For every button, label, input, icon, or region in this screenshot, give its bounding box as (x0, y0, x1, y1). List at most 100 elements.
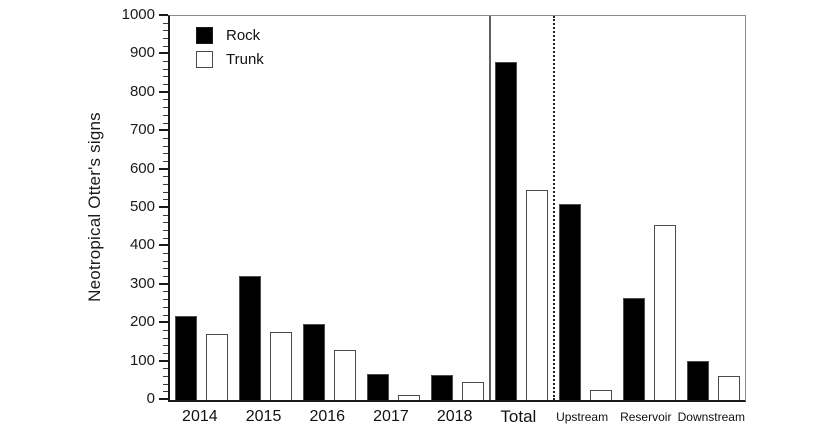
x-labels: 2014 2015 2016 2017 2018 Total Upstream Reservo… (168, 404, 745, 430)
bar-rock-2015 (239, 276, 262, 400)
y-tick-minor (163, 22, 168, 24)
legend-label-rock: Rock (226, 27, 261, 44)
separator-dotted (553, 16, 556, 400)
bar-rock-downstream (686, 360, 709, 400)
bar-trunk-upstream (589, 390, 612, 400)
bar-group-2014 (170, 16, 234, 400)
y-tick-minor (163, 137, 168, 139)
y-tick-major (159, 321, 168, 324)
bar-group-downstream (681, 16, 745, 400)
y-tick-minor (163, 76, 168, 78)
bar-group-2017 (362, 16, 426, 400)
y-tick-minor (163, 253, 168, 255)
bar-rock-upstream (558, 204, 581, 400)
y-tick-label: 700 (129, 121, 155, 139)
y-tick-minor (163, 375, 168, 377)
bar-rock-2018 (431, 374, 453, 400)
x-label-2015: 2015 (245, 408, 282, 425)
y-tick-major (159, 282, 168, 285)
y-axis-ticks (159, 14, 168, 400)
x-label-2014: 2014 (182, 408, 218, 425)
y-tick-minor (163, 114, 168, 116)
y-tick-minor (163, 61, 168, 63)
y-tick-label: 400 (129, 236, 155, 254)
y-tick-label: 100 (129, 351, 155, 369)
y-tick-minor (163, 153, 168, 155)
bar-group-total (489, 16, 553, 400)
bar-trunk-2015 (270, 332, 293, 400)
y-tick-minor (163, 268, 168, 270)
y-tick-minor (163, 176, 168, 178)
x-label-2017: 2017 (373, 408, 409, 425)
y-tick-major (159, 129, 168, 132)
y-tick-minor (163, 383, 168, 385)
y-tick-minor (163, 306, 168, 308)
y-tick-minor (163, 391, 168, 393)
y-tick-label: 900 (129, 44, 155, 62)
y-tick-major (159, 167, 168, 170)
bar-group-2018 (426, 16, 490, 400)
y-tick-minor (163, 237, 168, 239)
y-tick-minor (163, 99, 168, 101)
bar-rock-2014 (175, 316, 198, 400)
bar-group-upstream (553, 16, 617, 400)
separator-solid (489, 16, 492, 400)
y-tick-minor (163, 45, 168, 47)
x-label-2018: 2018 (436, 408, 473, 425)
plot-inner: Rock Trunk (170, 16, 745, 400)
plot-area: Rock Trunk (168, 15, 746, 402)
y-tick-minor (163, 368, 168, 370)
y-tick-major (159, 90, 168, 93)
y-tick-label: 200 (129, 313, 155, 331)
y-tick-minor (163, 107, 168, 109)
bar-group-2016 (298, 16, 362, 400)
y-tick-major (159, 14, 168, 16)
y-tick-minor (163, 222, 168, 224)
legend-item-rock: Rock (196, 27, 264, 44)
y-tick-minor (163, 314, 168, 316)
y-tick-major (159, 52, 168, 55)
x-label-upstream: Upstream (556, 410, 609, 424)
bar-rock-reservoir (622, 298, 645, 400)
bar-trunk-2017 (398, 395, 421, 400)
y-axis-labels: 0 100 200 300 400 500 600 700 800 900 1000 (100, 6, 155, 407)
legend-swatch-trunk (196, 51, 213, 68)
bar-rock-2016 (303, 323, 326, 400)
legend: Rock Trunk (196, 27, 264, 68)
y-tick-minor (163, 122, 168, 124)
y-tick-major (159, 359, 168, 362)
y-tick-label: 1000 (121, 6, 155, 23)
y-tick-minor (163, 145, 168, 147)
y-tick-minor (163, 352, 168, 354)
y-tick-minor (163, 160, 168, 162)
y-tick-minor (163, 183, 168, 185)
bar-trunk-downstream (717, 376, 740, 400)
y-tick-minor (163, 276, 168, 278)
y-tick-major (159, 206, 168, 208)
y-tick-label: 500 (129, 198, 155, 215)
y-tick-minor (163, 260, 168, 262)
y-tick-label: 800 (129, 82, 155, 100)
x-label-total: Total (500, 407, 537, 426)
y-tick-label: 300 (129, 274, 155, 292)
x-label-reservoir: Reservoir (620, 410, 672, 424)
bar-rock-2017 (367, 373, 390, 400)
y-tick-minor (163, 68, 168, 70)
legend-label-trunk: Trunk (226, 51, 264, 68)
y-tick-minor (163, 345, 168, 347)
bar-trunk-2016 (334, 350, 357, 400)
legend-item-trunk: Trunk (196, 51, 264, 68)
bar-trunk-2014 (206, 333, 229, 400)
y-tick-minor (163, 84, 168, 86)
y-tick-major (159, 398, 168, 400)
y-tick-major (159, 244, 168, 247)
y-tick-minor (163, 199, 168, 201)
y-tick-minor (163, 337, 168, 339)
bar-trunk-2018 (462, 381, 484, 400)
y-tick-label: 600 (129, 159, 155, 177)
y-tick-minor (163, 291, 168, 293)
x-label-2016: 2016 (309, 408, 346, 425)
y-tick-minor (163, 299, 168, 301)
bar-trunk-reservoir (653, 224, 676, 400)
y-tick-label: 0 (146, 390, 155, 407)
